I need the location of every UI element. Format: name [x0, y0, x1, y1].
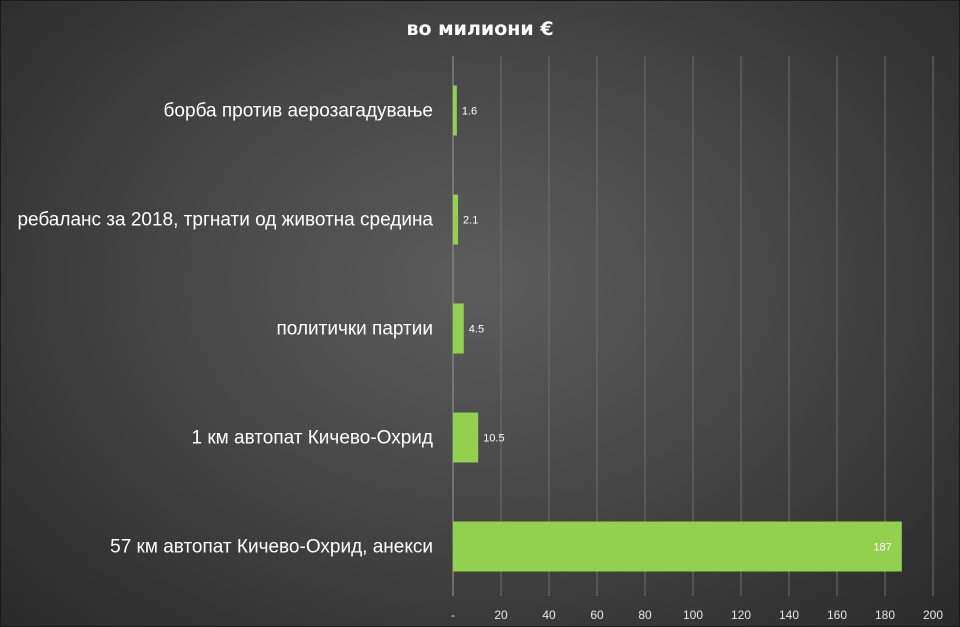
bar: [453, 521, 902, 572]
data-labels: 1.6 2.1 4.5 10.5 187: [462, 106, 892, 554]
category-label: ребаланс за 2018, тргнати од животна сре…: [17, 210, 433, 231]
category-label: 1 км автопат Кичево-Охрид: [192, 428, 433, 449]
bar: [453, 194, 459, 245]
x-tick-label: 40: [542, 608, 556, 622]
chart-title: во милиони €: [406, 18, 553, 40]
data-label: 10.5: [483, 433, 504, 445]
data-label: 4.5: [469, 324, 484, 336]
x-tick-label: -: [451, 608, 455, 622]
gridlines: [452, 56, 934, 596]
data-label: 1.6: [462, 106, 477, 118]
x-tick-label: 120: [731, 608, 751, 622]
bar: [453, 303, 464, 354]
x-tick-label: 200: [923, 608, 943, 622]
x-axis-ticks: - 20 40 60 80 100 120 140 160 180 200: [451, 608, 943, 622]
x-tick-label: 140: [779, 608, 799, 622]
data-label: 2.1: [463, 215, 478, 227]
category-label: борба против аерозагадување: [164, 101, 433, 122]
category-label: 57 км автопат Кичево-Охрид, анекси: [110, 537, 433, 558]
category-label: политички партии: [277, 319, 434, 340]
bar: [453, 85, 457, 136]
x-tick-label: 180: [875, 608, 895, 622]
x-tick-label: 160: [827, 608, 847, 622]
data-label: 187: [873, 542, 891, 554]
category-labels: борба против аерозагадување ребаланс за 2…: [17, 101, 433, 558]
bars: [453, 85, 902, 572]
x-tick-label: 80: [638, 608, 652, 622]
bar: [453, 412, 479, 463]
x-tick-label: 100: [683, 608, 703, 622]
x-tick-label: 60: [590, 608, 604, 622]
x-tick-label: 20: [494, 608, 508, 622]
